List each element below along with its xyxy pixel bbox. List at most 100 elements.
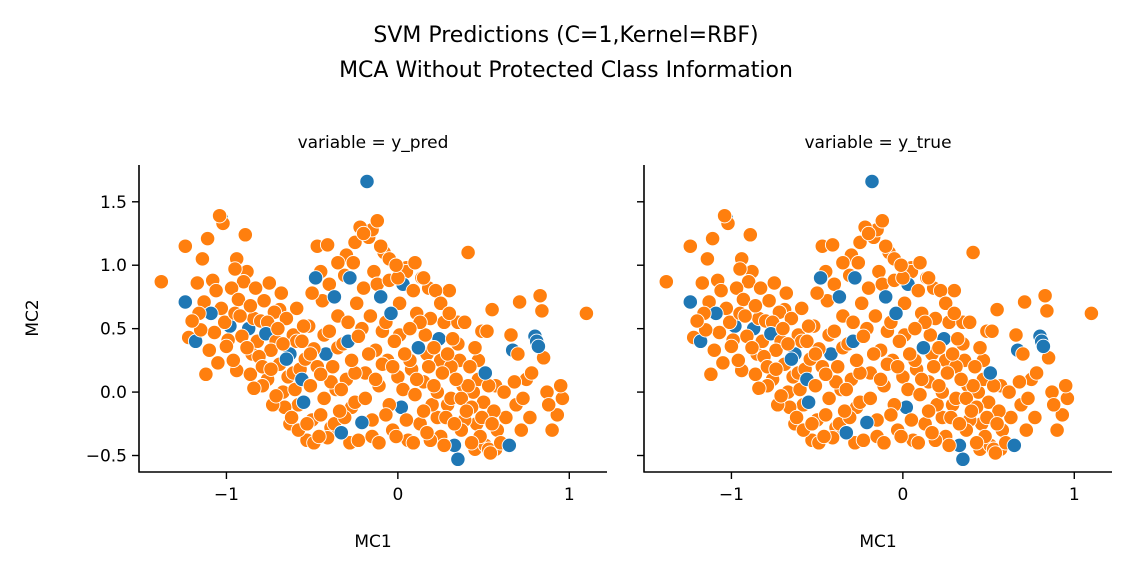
point-class-1 [405,282,421,299]
point-class-1 [1020,390,1036,407]
point-class-1 [737,308,753,324]
point-class-1 [715,355,731,371]
point-class-0 [859,414,875,431]
point-class-0 [864,173,880,190]
facet-title-y-pred: variable = y_pred [298,133,449,153]
point-class-1 [446,416,463,432]
point-class-0 [831,289,848,305]
point-class-0 [955,451,971,467]
point-class-0 [342,270,358,286]
point-class-1 [457,314,473,330]
point-class-1 [513,422,529,438]
point-class-1 [830,359,846,375]
point-class-1 [816,428,832,445]
point-class-1 [850,255,866,271]
point-class-1 [345,255,361,271]
point-class-1 [441,305,457,322]
point-class-1 [1011,374,1028,390]
point-class-1 [883,407,899,423]
point-class-1 [836,403,853,419]
point-class-1 [294,333,310,349]
point-class-1 [496,384,512,400]
point-class-1 [987,445,1004,461]
point-class-1 [824,237,841,253]
point-class-1 [722,314,738,330]
point-class-0 [783,351,800,367]
point-class-1 [544,422,560,438]
point-class-1 [910,435,926,451]
point-class-1 [965,244,981,261]
point-class-1 [153,274,169,290]
point-class-1 [415,403,432,419]
point-class-1 [890,359,906,375]
point-class-1 [270,320,286,337]
point-class-1 [256,293,272,309]
x-axis-label: MC1 [354,532,391,552]
point-class-1 [821,390,837,407]
point-class-1 [807,378,824,394]
chart-title-line-2: MCA Without Protected Class Information [339,58,793,83]
point-class-1 [938,295,954,311]
point-class-1 [441,282,457,299]
point-class-1 [1003,409,1019,426]
point-class-1 [866,346,882,362]
point-class-1 [854,295,870,311]
panel-y-pred: variable = y_pred −1 0 1 −0.5 0.0 0.5 1.0 1.5 M… [23,133,607,552]
point-class-1 [426,340,442,356]
point-class-1 [874,213,890,229]
point-class-1 [302,378,319,394]
point-class-1 [194,251,211,267]
point-class-1 [728,280,745,296]
point-class-1 [845,314,861,330]
point-class-1 [682,238,698,254]
point-class-1 [775,320,791,337]
point-class-1 [390,270,406,286]
point-class-1 [189,275,205,291]
x-tick-label: 0 [392,485,403,505]
point-class-1 [730,352,746,369]
point-class-1 [445,331,461,347]
point-class-1 [896,295,913,311]
point-class-1 [223,280,240,296]
panel-y-true: variable = y_true −1 0 1 MC1 [637,133,1112,552]
point-class-1 [330,255,346,271]
point-class-1 [968,435,985,451]
point-class-1 [275,336,291,352]
point-class-1 [325,359,341,375]
point-class-0 [177,294,193,310]
point-class-1 [953,371,969,388]
point-class-1 [939,365,956,381]
point-class-0 [373,289,389,305]
point-class-1 [458,403,475,419]
point-class-0 [530,338,547,355]
point-class-1 [295,318,312,334]
point-class-1 [313,366,329,382]
point-class-1 [246,380,262,396]
point-class-1 [1001,384,1017,400]
point-class-1 [878,238,894,254]
point-class-1 [912,386,928,403]
point-class-1 [433,295,449,311]
point-class-1 [914,371,930,388]
point-class-0 [326,289,343,305]
point-class-1 [407,255,423,271]
scatter-points [153,173,595,467]
scatter-points [658,173,1100,467]
point-class-0 [1035,338,1052,355]
point-class-1 [780,336,796,352]
point-class-1 [239,340,255,356]
point-class-1 [515,390,531,407]
point-class-1 [362,308,379,324]
point-class-1 [355,225,372,242]
point-class-1 [932,282,949,299]
point-class-1 [235,274,252,290]
point-class-1 [333,381,349,398]
point-class-1 [1049,422,1065,438]
point-class-1 [522,409,538,426]
point-class-1 [323,374,339,390]
point-class-1 [972,340,988,356]
point-class-0 [682,294,698,310]
point-class-1 [907,320,923,337]
point-class-1 [321,323,337,339]
